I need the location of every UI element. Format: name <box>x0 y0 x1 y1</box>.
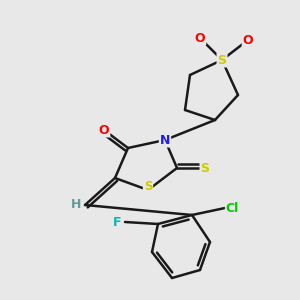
Text: O: O <box>99 124 109 136</box>
Text: N: N <box>160 134 170 146</box>
Text: Cl: Cl <box>226 202 239 214</box>
Text: S: S <box>200 161 209 175</box>
Text: S: S <box>144 181 152 194</box>
Text: O: O <box>195 32 205 44</box>
Text: S: S <box>218 53 226 67</box>
Text: F: F <box>113 215 122 229</box>
Text: H: H <box>71 199 81 212</box>
Text: O: O <box>243 34 253 46</box>
